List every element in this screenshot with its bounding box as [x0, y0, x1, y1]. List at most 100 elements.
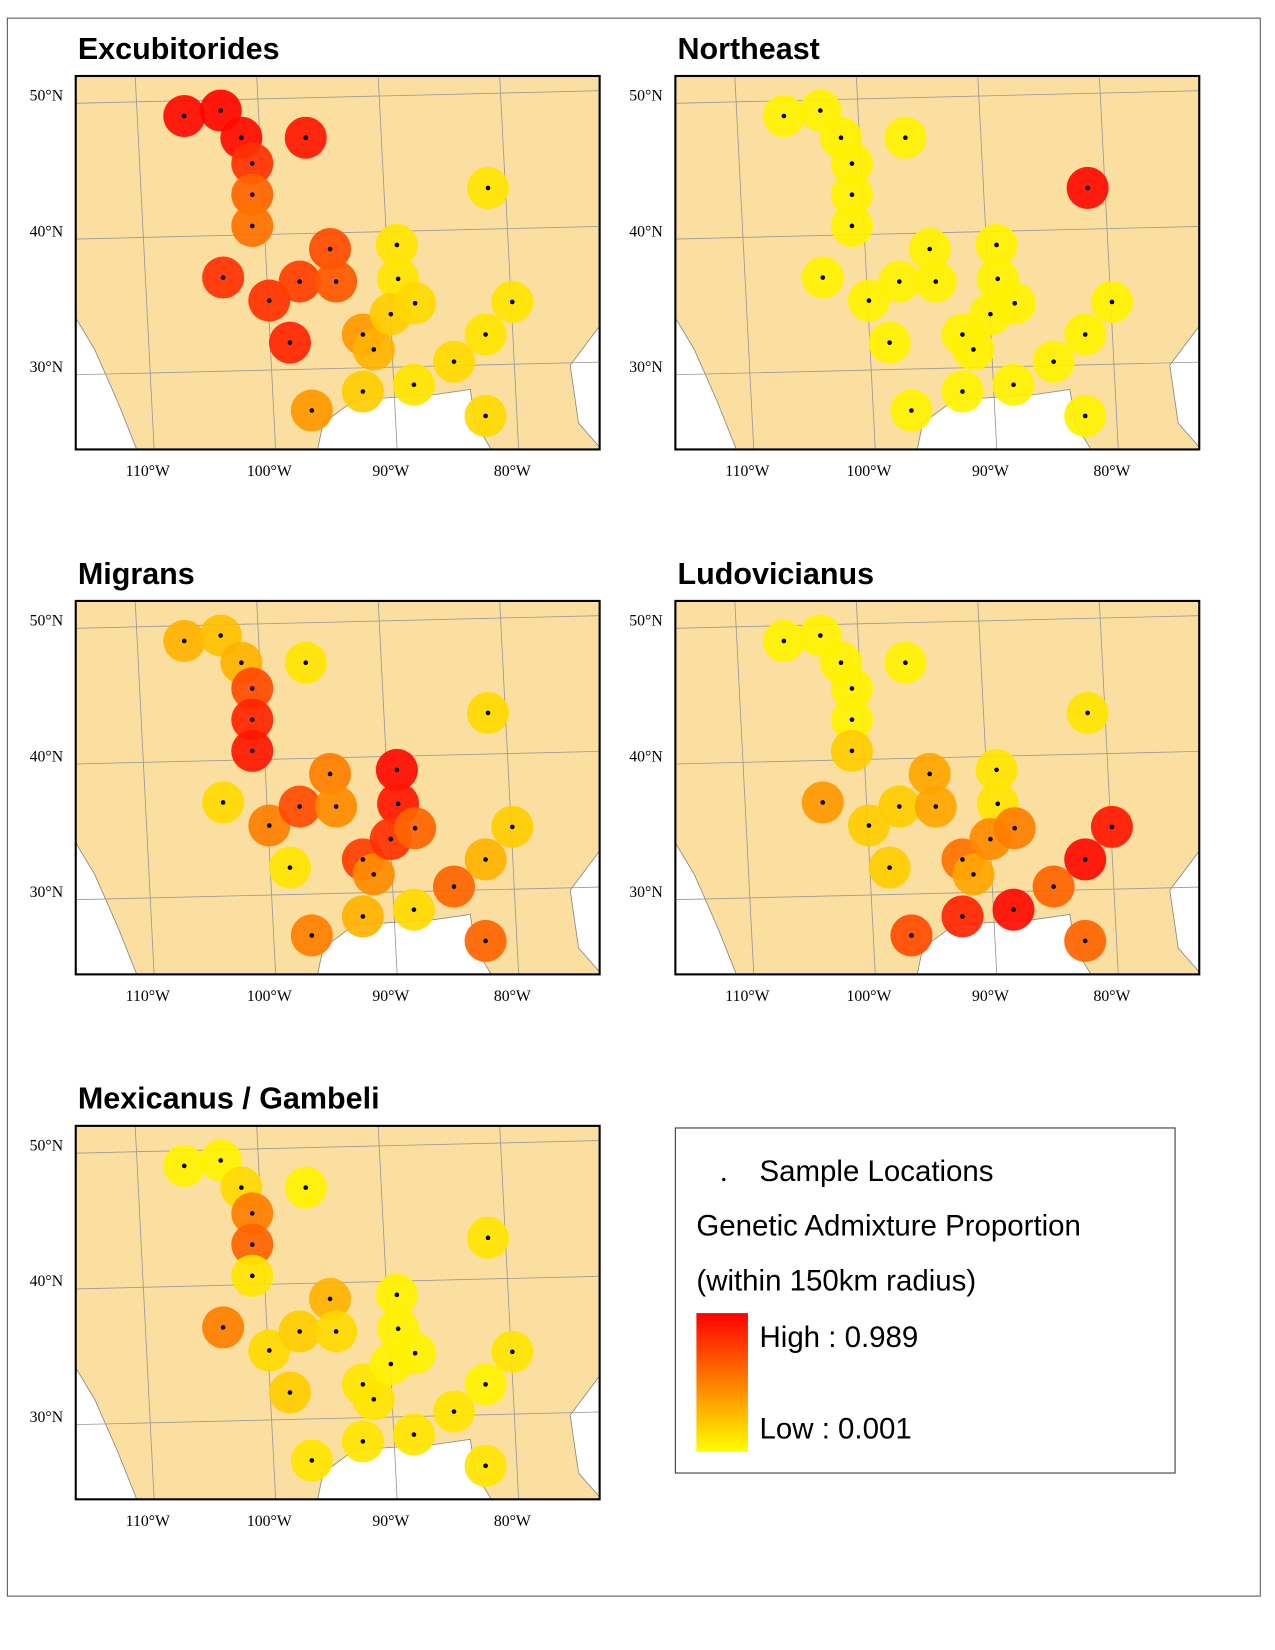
- graticule-lon: [499, 1125, 520, 1500]
- sample-location: [249, 686, 255, 691]
- sample-location: [485, 1235, 491, 1241]
- lon-tick-label: 100°W: [247, 463, 292, 480]
- legend-sample: Sample Locations: [760, 1155, 994, 1188]
- ocean: [75, 317, 138, 450]
- sample-location: [371, 872, 377, 877]
- sample-location: [1011, 907, 1016, 912]
- sample-location: [360, 1382, 366, 1387]
- graticule-lon: [734, 75, 755, 450]
- map-panel: Excubitorides 50°N 40°N 30°N 110°W 100°W 90°W 8…: [30, 32, 601, 480]
- ocean: [1169, 325, 1200, 448]
- lon-tick-label: 90°W: [372, 1513, 409, 1530]
- legend-dot: [722, 1177, 726, 1182]
- sample-location: [395, 801, 401, 807]
- sample-location: [181, 113, 187, 119]
- sample-location: [909, 933, 914, 938]
- sample-location: [1082, 413, 1088, 419]
- sample-location: [394, 767, 400, 773]
- map-frame: [674, 74, 1201, 451]
- sample-location: [971, 872, 976, 877]
- sample-location: [866, 298, 872, 303]
- sample-location: [896, 804, 902, 809]
- sample-location: [820, 275, 826, 280]
- ocean: [675, 842, 737, 975]
- sample-location: [483, 1382, 488, 1387]
- sample-location: [412, 825, 418, 831]
- sample-location: [249, 748, 255, 754]
- sample-location: [483, 1463, 488, 1469]
- sample-location: [903, 135, 908, 141]
- sample-location: [303, 1185, 309, 1190]
- lat-tick-label: 50°N: [30, 1138, 64, 1155]
- sample-location: [1051, 359, 1056, 364]
- sample-location: [971, 347, 976, 352]
- graticule-lon: [499, 75, 520, 450]
- sample-location: [360, 332, 366, 337]
- legend-box: [674, 1127, 1176, 1474]
- sample-location: [287, 340, 293, 345]
- sample-location: [388, 311, 394, 317]
- sample-location: [266, 1348, 272, 1353]
- sample-location: [909, 408, 914, 413]
- lon-tick-label: 80°W: [1093, 988, 1130, 1005]
- sample-location: [388, 1361, 394, 1367]
- graticule-lat: [675, 615, 1200, 629]
- sample-location: [218, 108, 224, 113]
- legend-high: High : 0.989: [760, 1321, 919, 1354]
- lat-tick-label: 40°N: [30, 748, 64, 765]
- map-area: [675, 75, 1200, 450]
- sample-location: [849, 161, 855, 166]
- sample-location: [896, 279, 902, 284]
- lon-tick-label: 100°W: [247, 1513, 292, 1530]
- sample-location: [887, 340, 892, 345]
- panel-title: Excubitorides: [78, 32, 280, 66]
- lat-tick-label: 40°N: [30, 223, 64, 240]
- sample-location: [394, 1292, 400, 1298]
- sample-location: [960, 389, 965, 394]
- sample-location: [371, 1397, 377, 1402]
- map-frame: [74, 599, 601, 976]
- graticule-lat: [75, 1411, 600, 1426]
- sample-location: [360, 389, 366, 394]
- panel-title: Ludovicianus: [677, 557, 874, 591]
- sample-location: [988, 836, 993, 842]
- sample-location: [412, 300, 418, 306]
- sample-location: [927, 771, 933, 777]
- lon-tick-label: 90°W: [372, 463, 409, 480]
- sample-location: [903, 660, 908, 665]
- sample-location: [388, 836, 394, 842]
- lat-tick-label: 50°N: [629, 613, 663, 630]
- sample-location: [1109, 299, 1115, 305]
- sample-location: [781, 638, 787, 644]
- graticule-lat: [75, 615, 600, 629]
- sample-location: [239, 1185, 244, 1190]
- sample-location: [849, 748, 855, 754]
- sample-location: [249, 1273, 255, 1279]
- sample-location: [818, 108, 823, 113]
- sample-location: [483, 413, 488, 419]
- sample-location: [994, 767, 999, 773]
- sample-location: [394, 242, 400, 248]
- sample-location: [218, 1158, 224, 1163]
- outer-border: [6, 17, 1261, 1597]
- lon-tick-label: 110°W: [126, 988, 170, 1005]
- sample-location: [239, 660, 244, 665]
- sample-location: [395, 276, 401, 282]
- sample-location: [249, 1211, 255, 1216]
- sample-location: [960, 332, 965, 337]
- sample-location: [266, 298, 272, 303]
- lon-tick-label: 100°W: [247, 988, 292, 1005]
- sample-location: [181, 1163, 187, 1169]
- sample-location: [960, 914, 965, 919]
- lon-tick-label: 110°W: [126, 463, 170, 480]
- sample-location: [927, 246, 933, 252]
- graticule-lat: [675, 90, 1200, 104]
- sample-location: [1109, 824, 1115, 830]
- sample-location: [1085, 710, 1090, 716]
- sample-location: [1082, 332, 1088, 337]
- sample-location: [249, 161, 255, 166]
- lat-tick-label: 40°N: [629, 748, 663, 765]
- lat-tick-label: 40°N: [629, 223, 663, 240]
- sample-location: [220, 800, 226, 805]
